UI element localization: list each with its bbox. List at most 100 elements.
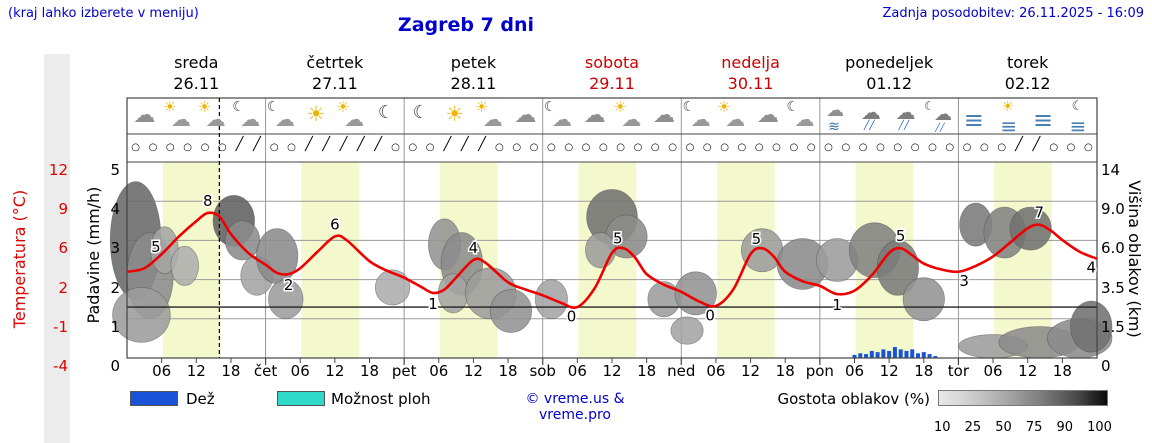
hour-label: 18: [637, 362, 657, 380]
calm-wind-symbol: ○: [685, 142, 695, 153]
calm-wind-symbol: ○: [841, 142, 851, 153]
cloud-height-axis-value: 1.5: [1101, 317, 1125, 336]
calm-wind-symbol: ○: [131, 142, 141, 153]
icon-glyph: ☁: [725, 107, 746, 131]
wind-icon: ☁ ≋: [819, 100, 855, 135]
icon-glyph: ☁: [344, 107, 365, 131]
hour-label: 18: [498, 362, 518, 380]
wind-barb-symbol: ╱: [304, 137, 313, 152]
calm-wind-symbol: ○: [997, 142, 1007, 153]
icon-glyph: ☾: [1071, 99, 1084, 114]
moon-cloud-icon: ☾ ☁: [542, 100, 578, 134]
sun-cloud-icon: ☀ ☁: [473, 100, 509, 134]
icon-glyph: ╱╱: [863, 121, 875, 131]
wind-barb-symbol: ╱: [339, 137, 348, 152]
hour-label: 06: [152, 362, 172, 380]
hour-label: 18: [221, 362, 241, 380]
cloud-icon: ☁: [750, 100, 786, 134]
day-date: 28.11: [450, 74, 497, 93]
calm-wind-symbol: ○: [408, 142, 418, 153]
icon-glyph: ☁: [205, 107, 226, 131]
fog-icon: ≡: [1027, 100, 1063, 134]
icon-glyph: ☾: [412, 102, 429, 123]
temp-value-label: 4: [469, 239, 479, 257]
day-name: sobota: [584, 53, 640, 72]
temp-value-label: 0: [705, 306, 715, 324]
hour-label: 18: [1052, 362, 1072, 380]
icon-glyph: ☁: [240, 107, 261, 131]
calm-wind-symbol: ○: [581, 142, 591, 153]
calm-wind-symbol: ○: [148, 142, 158, 153]
moon-icon: ☾: [369, 100, 405, 134]
precip-axis-value: 2: [110, 278, 120, 297]
icon-glyph: ☁: [482, 107, 503, 131]
wind-barb-symbol: ╱: [460, 137, 469, 152]
showers-legend-label: Možnost ploh: [331, 390, 431, 408]
cloud-icon: ☁: [126, 100, 162, 134]
calm-wind-symbol: ○: [1049, 142, 1059, 153]
icon-glyph: ☾: [544, 99, 557, 115]
calm-wind-symbol: ○: [824, 142, 833, 153]
calm-wind-symbol: ○: [928, 142, 937, 153]
day-abbrev-label: ned: [667, 362, 696, 380]
temp-value-label: 5: [151, 238, 161, 256]
moon-rain-icon: ☾ ☁ ╱╱: [923, 100, 959, 134]
wind-barb-symbol: ╱: [478, 137, 486, 152]
hour-label: 06: [844, 362, 865, 380]
calm-wind-symbol: ○: [512, 142, 522, 153]
calm-wind-symbol: ○: [217, 142, 227, 153]
rain-icon: ☁ ╱╱: [854, 100, 890, 134]
hour-label: 18: [914, 362, 934, 380]
icon-glyph: ☁: [133, 103, 156, 128]
hour-label: 12: [1018, 362, 1038, 380]
icon-glyph: ☀: [445, 102, 464, 126]
day-name: petek: [450, 53, 497, 72]
cloud-icon: ☁: [507, 100, 543, 134]
icon-glyph: ≡: [1033, 106, 1054, 134]
calm-wind-symbol: ○: [858, 142, 868, 153]
wind-barb-symbol: ╱: [1032, 137, 1041, 152]
day-header-petek: petek 28.11: [404, 52, 542, 94]
icon-glyph: ╱╱: [935, 123, 945, 132]
day-name: sreda: [174, 53, 219, 72]
icon-glyph: ☁: [514, 103, 537, 128]
sun-icon: ☀: [300, 100, 336, 134]
icon-glyph: ☁: [826, 100, 845, 121]
copyright-link[interactable]: © vreme.us & vreme.pro: [525, 391, 625, 423]
icon-glyph: ☾: [377, 102, 394, 123]
cloud-density-gradient: [938, 390, 1108, 406]
day-abbrev-label: čet: [253, 362, 278, 380]
precip-axis-value: 3: [110, 239, 120, 258]
calm-wind-symbol: ○: [962, 142, 972, 153]
sun-icon: ☀: [438, 100, 474, 134]
calm-wind-symbol: ○: [616, 142, 626, 153]
left-axis-strip: [44, 54, 70, 443]
icon-glyph: ☀: [162, 98, 177, 116]
sun-cloud-icon: ☀ ☁: [334, 100, 370, 134]
wind-barb-symbol: ╱: [252, 137, 261, 152]
temp-value-label: 3: [959, 272, 969, 290]
calm-wind-symbol: ○: [165, 142, 175, 153]
day-date: 26.11: [173, 74, 220, 93]
rain-icon: ☁ ╱╱: [888, 100, 924, 134]
temp-value-label: 7: [1034, 204, 1044, 222]
page-title: Zagreb 7 dni: [397, 14, 535, 36]
day-abbrev-label: tor: [947, 362, 970, 380]
calm-wind-symbol: ○: [391, 142, 400, 153]
cloud-icon: ☁: [577, 100, 613, 134]
precip-axis-value: 1: [110, 317, 120, 336]
cloud-icon: ☁: [646, 100, 682, 134]
fog-icon: ≡: [958, 100, 994, 134]
calm-wind-symbol: ○: [876, 142, 885, 153]
wind-barb-symbol: ╱: [1015, 137, 1023, 152]
rain-bars: [852, 347, 938, 358]
day-name: nedelja: [721, 53, 780, 72]
temp-value-label: 5: [896, 227, 906, 245]
sun-cloud-icon: ☀ ☁: [196, 100, 232, 134]
day-date: 02.12: [1004, 74, 1051, 93]
icon-glyph: ☁: [552, 107, 573, 131]
icon-glyph: ☁: [170, 107, 191, 131]
icon-glyph: ☁: [756, 103, 779, 128]
icon-glyph: ☁: [794, 107, 815, 131]
